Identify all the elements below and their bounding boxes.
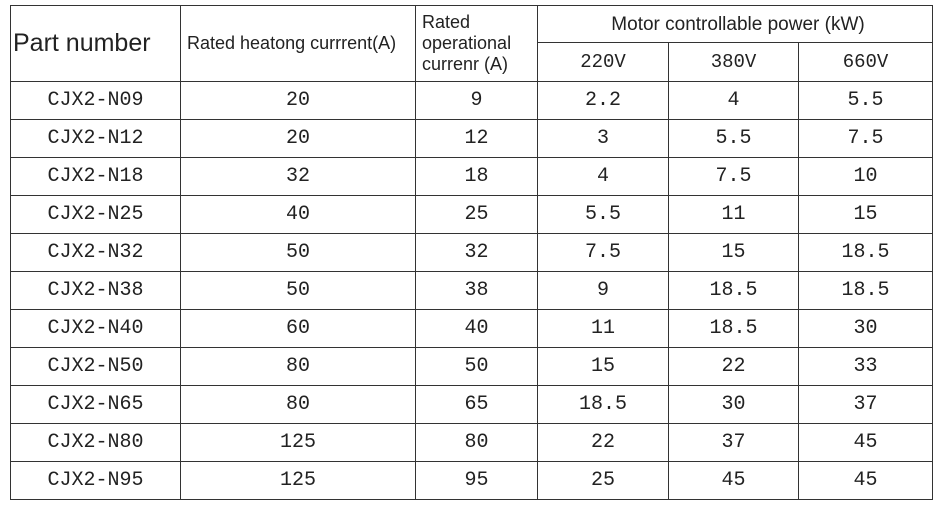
value-cell: 65 xyxy=(415,385,538,424)
part-number-cell: CJX2-N95 xyxy=(10,461,181,500)
header-cell: 380V xyxy=(668,42,799,82)
value-cell: 2.2 xyxy=(537,81,669,120)
value-cell: 32 xyxy=(180,157,416,196)
header-cell: Rated heatong currrent(A) xyxy=(180,5,416,82)
table-row: CJX2-N38 50 38 9 18.5 18.5 xyxy=(10,271,934,310)
value-cell: 45 xyxy=(668,461,799,500)
value-cell: 40 xyxy=(415,309,538,348)
part-number-cell: CJX2-N18 xyxy=(10,157,181,196)
value-cell: 5.5 xyxy=(797,81,934,120)
value-cell: 25 xyxy=(537,461,669,500)
part-number-cell: CJX2-N12 xyxy=(10,119,181,158)
part-number-cell: CJX2-N80 xyxy=(10,423,181,462)
value-cell: 5.5 xyxy=(668,119,799,158)
value-cell: 15 xyxy=(797,195,934,234)
value-cell: 18.5 xyxy=(668,309,799,348)
value-cell: 11 xyxy=(668,195,799,234)
part-number-cell: CJX2-N65 xyxy=(10,385,181,424)
value-cell: 32 xyxy=(415,233,538,272)
header-cell: Motor controllable power (kW) xyxy=(536,5,934,43)
value-cell: 20 xyxy=(180,119,416,158)
value-cell: 3 xyxy=(537,119,669,158)
table-row: CJX2-N50 80 50 15 22 33 xyxy=(10,347,934,386)
table-row: CJX2-N18 32 18 4 7.5 10 xyxy=(10,157,934,196)
part-number-cell: CJX2-N25 xyxy=(10,195,181,234)
table-row: CJX2-N25 40 25 5.5 11 15 xyxy=(10,195,934,234)
value-cell: 22 xyxy=(668,347,799,386)
value-cell: 20 xyxy=(180,81,416,120)
table-row: CJX2-N80 125 80 22 37 45 xyxy=(10,423,934,462)
part-number-cell: CJX2-N32 xyxy=(10,233,181,272)
value-cell: 10 xyxy=(797,157,934,196)
value-cell: 50 xyxy=(415,347,538,386)
table-header: Part number Rated heatong currrent(A) Ra… xyxy=(10,5,934,82)
value-cell: 45 xyxy=(797,423,934,462)
value-cell: 33 xyxy=(797,347,934,386)
value-cell: 80 xyxy=(180,385,416,424)
value-cell: 80 xyxy=(415,423,538,462)
value-cell: 37 xyxy=(668,423,799,462)
header-cell: Rated operational currenr (A) xyxy=(415,5,538,82)
value-cell: 4 xyxy=(668,81,799,120)
value-cell: 125 xyxy=(180,423,416,462)
table-row: CJX2-N09 20 9 2.2 4 5.5 xyxy=(10,81,934,120)
value-cell: 12 xyxy=(415,119,538,158)
value-cell: 5.5 xyxy=(537,195,669,234)
value-cell: 25 xyxy=(415,195,538,234)
value-cell: 7.5 xyxy=(668,157,799,196)
table-row: CJX2-N95 125 95 25 45 45 xyxy=(10,461,934,500)
spec-table: Part number Rated heatong currrent(A) Ra… xyxy=(10,5,934,500)
value-cell: 15 xyxy=(537,347,669,386)
value-cell: 18.5 xyxy=(668,271,799,310)
value-cell: 125 xyxy=(180,461,416,500)
table-row: CJX2-N40 60 40 11 18.5 30 xyxy=(10,309,934,348)
value-cell: 60 xyxy=(180,309,416,348)
table-row: CJX2-N32 50 32 7.5 15 18.5 xyxy=(10,233,934,272)
value-cell: 50 xyxy=(180,271,416,310)
header-cell: Part number xyxy=(10,5,181,82)
value-cell: 30 xyxy=(668,385,799,424)
header-cell: 660V xyxy=(797,42,934,82)
value-cell: 22 xyxy=(537,423,669,462)
value-cell: 18.5 xyxy=(797,233,934,272)
header-cell: 220V xyxy=(537,42,669,82)
value-cell: 7.5 xyxy=(797,119,934,158)
value-cell: 15 xyxy=(668,233,799,272)
value-cell: 30 xyxy=(797,309,934,348)
value-cell: 9 xyxy=(415,81,538,120)
part-number-cell: CJX2-N38 xyxy=(10,271,181,310)
value-cell: 50 xyxy=(180,233,416,272)
value-cell: 18.5 xyxy=(537,385,669,424)
table-row: CJX2-N65 80 65 18.5 30 37 xyxy=(10,385,934,424)
table-row: CJX2-N12 20 12 3 5.5 7.5 xyxy=(10,119,934,158)
value-cell: 40 xyxy=(180,195,416,234)
table-body: CJX2-N09 20 9 2.2 4 5.5 CJX2-N12 20 12 3 5.5 7.5 CJX… xyxy=(10,81,934,500)
part-number-cell: CJX2-N40 xyxy=(10,309,181,348)
value-cell: 37 xyxy=(797,385,934,424)
value-cell: 7.5 xyxy=(537,233,669,272)
value-cell: 4 xyxy=(537,157,669,196)
value-cell: 18 xyxy=(415,157,538,196)
value-cell: 11 xyxy=(537,309,669,348)
value-cell: 80 xyxy=(180,347,416,386)
part-number-cell: CJX2-N50 xyxy=(10,347,181,386)
value-cell: 18.5 xyxy=(797,271,934,310)
value-cell: 38 xyxy=(415,271,538,310)
value-cell: 9 xyxy=(537,271,669,310)
value-cell: 45 xyxy=(797,461,934,500)
part-number-cell: CJX2-N09 xyxy=(10,81,181,120)
value-cell: 95 xyxy=(415,461,538,500)
